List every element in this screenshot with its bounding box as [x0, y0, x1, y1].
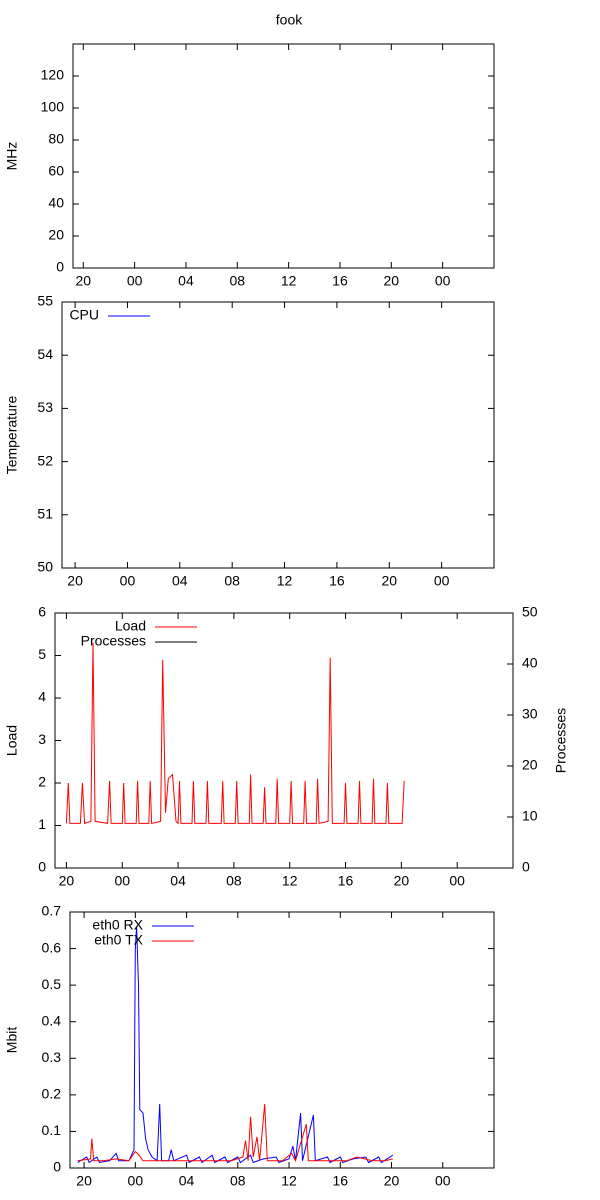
y2-tick-label: 50	[522, 604, 538, 620]
x-tick-label: 16	[338, 873, 354, 889]
y-axis-label: Mbit	[4, 1027, 20, 1054]
x-tick-label: 12	[281, 273, 297, 289]
legend-label: Load	[115, 618, 146, 634]
chart-title: fook	[276, 12, 303, 28]
y2-axis-label: Processes	[553, 708, 569, 773]
plot-frame	[72, 43, 495, 269]
x-tick-label: 20	[75, 273, 91, 289]
y2-tick-label: 30	[522, 706, 538, 722]
y-tick-label: 0.7	[42, 903, 62, 919]
x-tick-label: 00	[435, 273, 451, 289]
y-tick-label: 100	[41, 99, 65, 115]
x-tick-label: 12	[282, 873, 298, 889]
y-tick-label: 0	[53, 1159, 61, 1175]
y-tick-label: 0.6	[42, 939, 62, 955]
x-tick-label: 20	[67, 573, 83, 589]
y-tick-label: 0.1	[42, 1122, 62, 1138]
plot-frame	[69, 911, 495, 1169]
x-tick-label: 08	[226, 873, 242, 889]
plot-frame	[54, 612, 514, 869]
y-tick-label: 0.4	[42, 1012, 62, 1028]
x-tick-label: 00	[449, 873, 465, 889]
x-tick-label: 08	[224, 573, 240, 589]
legend-label: eth0 TX	[94, 932, 143, 948]
y-tick-label: 6	[38, 604, 46, 620]
x-tick-label: 12	[281, 1173, 297, 1189]
y-tick-label: 4	[38, 689, 46, 705]
y-tick-label: 50	[37, 559, 53, 575]
x-tick-label: 04	[170, 873, 186, 889]
y-tick-label: 120	[41, 67, 65, 83]
x-tick-label: 00	[114, 873, 130, 889]
series-line	[77, 926, 394, 1164]
x-tick-label: 04	[172, 573, 188, 589]
y-tick-label: 53	[37, 399, 53, 415]
x-tick-label: 00	[434, 573, 450, 589]
y-tick-label: 60	[48, 163, 64, 179]
y-tick-label: 51	[37, 506, 53, 522]
x-tick-label: 20	[59, 873, 75, 889]
y-tick-label: 0.5	[42, 976, 62, 992]
y2-tick-label: 10	[522, 808, 538, 824]
x-tick-label: 04	[178, 273, 194, 289]
y-tick-label: 0.2	[42, 1086, 62, 1102]
x-tick-label: 20	[394, 873, 410, 889]
x-tick-label: 16	[329, 573, 345, 589]
x-tick-label: 00	[120, 573, 136, 589]
x-tick-label: 20	[384, 1173, 400, 1189]
legend-label: CPU	[69, 307, 99, 323]
x-tick-label: 20	[76, 1173, 92, 1189]
y-axis-label: Load	[4, 725, 20, 756]
legend-label: eth0 RX	[92, 917, 143, 933]
x-tick-label: 00	[128, 1173, 144, 1189]
x-tick-label: 08	[230, 1173, 246, 1189]
y-tick-label: 54	[37, 346, 53, 362]
x-tick-label: 00	[127, 273, 143, 289]
x-tick-label: 16	[332, 1173, 348, 1189]
x-tick-label: 16	[332, 273, 348, 289]
x-tick-label: 20	[384, 273, 400, 289]
y-tick-label: 0	[38, 859, 46, 875]
x-tick-label: 12	[277, 573, 293, 589]
plot-frame	[61, 301, 495, 569]
y-tick-label: 0.3	[42, 1049, 62, 1065]
x-tick-label: 08	[230, 273, 246, 289]
x-tick-label: 00	[435, 1173, 451, 1189]
y-axis-label: Temperature	[4, 395, 20, 474]
y-tick-label: 1	[38, 816, 46, 832]
series-line	[77, 1103, 393, 1163]
x-tick-label: 04	[179, 1173, 195, 1189]
y-tick-label: 80	[48, 131, 64, 147]
y-tick-label: 20	[48, 227, 64, 243]
y-tick-label: 5	[38, 646, 46, 662]
legend-label: Processes	[81, 633, 146, 649]
y-tick-label: 55	[37, 293, 53, 309]
y2-tick-label: 0	[522, 859, 530, 875]
y-axis-label: MHz	[4, 142, 20, 171]
y2-tick-label: 40	[522, 655, 538, 671]
x-tick-label: 20	[381, 573, 397, 589]
y-tick-label: 52	[37, 452, 53, 468]
y-tick-label: 40	[48, 195, 64, 211]
y-tick-label: 0	[56, 259, 64, 275]
y-tick-label: 3	[38, 731, 46, 747]
y-tick-label: 2	[38, 774, 46, 790]
series-line	[65, 642, 405, 825]
y2-tick-label: 20	[522, 757, 538, 773]
